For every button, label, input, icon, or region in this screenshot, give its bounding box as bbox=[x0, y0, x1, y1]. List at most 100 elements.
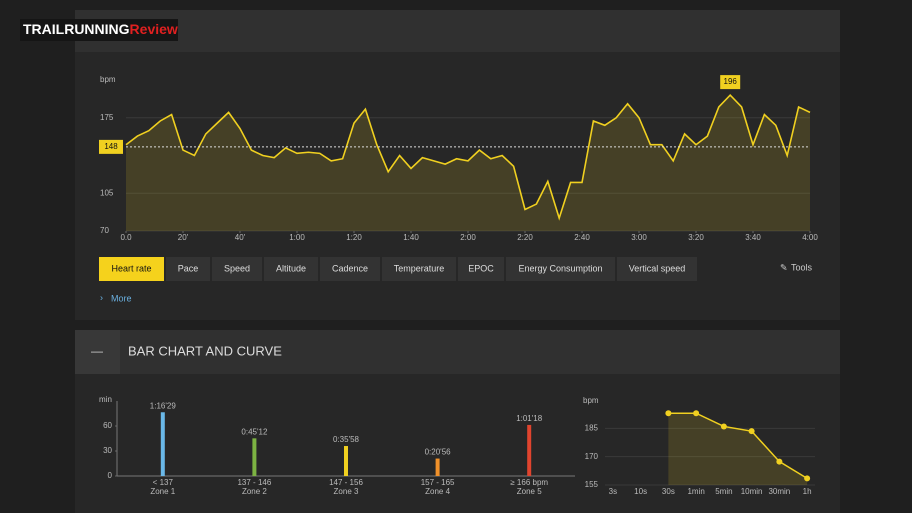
average-tag bbox=[99, 139, 123, 154]
bottom-panel bbox=[75, 374, 840, 513]
zone-label: Zone 4 bbox=[425, 487, 450, 496]
more-link[interactable]: More bbox=[111, 293, 132, 303]
average-label: 148 bbox=[104, 142, 118, 151]
y-tick-label: 175 bbox=[100, 113, 114, 122]
point bbox=[720, 423, 727, 430]
tab[interactable] bbox=[166, 257, 210, 281]
x-tick-label: 0.0 bbox=[120, 233, 132, 242]
x-tick-label: 3:00 bbox=[631, 233, 647, 242]
x-tick-label: 157 - 165 bbox=[421, 478, 455, 487]
logo-accent: Review bbox=[130, 21, 178, 37]
x-tick-label: 3s bbox=[609, 487, 617, 496]
tab-label[interactable]: Pace bbox=[178, 263, 199, 273]
x-tick-label: 2:20 bbox=[517, 233, 533, 242]
x-tick-label: 20' bbox=[178, 233, 189, 242]
x-tick-label: 147 - 156 bbox=[329, 478, 363, 487]
tab[interactable] bbox=[264, 257, 318, 281]
max-label: 196 bbox=[724, 77, 738, 86]
zone-label: Zone 1 bbox=[150, 487, 175, 496]
y-tick-label: 105 bbox=[100, 188, 114, 197]
line bbox=[668, 412, 808, 480]
x-tick-label: ≥ 166 bpm bbox=[510, 478, 548, 487]
section-header bbox=[75, 330, 840, 374]
value-label: 1:16'29 bbox=[150, 401, 177, 410]
bar bbox=[527, 424, 532, 476]
tab[interactable] bbox=[506, 257, 615, 281]
x-tick-label: 2:40 bbox=[574, 233, 590, 242]
tab-label[interactable]: Heart rate bbox=[111, 263, 151, 273]
tab[interactable] bbox=[382, 257, 456, 281]
y-tick-label: 155 bbox=[585, 480, 599, 489]
x-tick-label: 2:00 bbox=[460, 233, 476, 242]
x-tick-label: 10s bbox=[634, 487, 647, 496]
logo-bg bbox=[20, 19, 178, 41]
tab[interactable] bbox=[458, 257, 504, 281]
point bbox=[748, 428, 755, 435]
tab[interactable] bbox=[320, 257, 380, 281]
bar bbox=[435, 458, 440, 476]
top-bar bbox=[75, 10, 840, 52]
x-tick-label: 1min bbox=[687, 487, 704, 496]
tab-label[interactable]: Speed bbox=[224, 263, 250, 273]
x-tick-label: 1:00 bbox=[289, 233, 305, 242]
point bbox=[776, 458, 783, 465]
y-axis-label: min bbox=[99, 395, 112, 404]
y-tick-label: 0 bbox=[108, 471, 113, 480]
x-tick-label: 5min bbox=[715, 487, 732, 496]
area bbox=[668, 413, 808, 485]
value-label: 0:20'56 bbox=[425, 448, 452, 457]
tab-label[interactable]: EPOC bbox=[468, 263, 494, 273]
tools-icon: ✎ bbox=[780, 262, 788, 272]
bar bbox=[344, 446, 348, 476]
x-tick-label: 1:20 bbox=[346, 233, 362, 242]
logo-brand: TRAILRUNNING bbox=[23, 21, 130, 37]
point bbox=[665, 410, 672, 417]
tab-label[interactable]: Altitude bbox=[276, 263, 306, 273]
zone-label: Zone 3 bbox=[334, 487, 359, 496]
max-tag bbox=[720, 75, 741, 90]
x-tick-label: 137 - 146 bbox=[237, 478, 271, 487]
area bbox=[126, 95, 810, 231]
x-tick-label: < 137 bbox=[153, 478, 174, 487]
section-title: BAR CHART AND CURVE bbox=[128, 343, 282, 358]
y-tick-label: 170 bbox=[585, 452, 599, 461]
toggle-icon[interactable]: — bbox=[91, 344, 103, 358]
value-label: 0:45'12 bbox=[241, 427, 268, 436]
x-tick-label: 30s bbox=[662, 487, 675, 496]
y-tick-label: 185 bbox=[585, 423, 599, 432]
bar bbox=[160, 412, 165, 476]
tab-label[interactable]: Vertical speed bbox=[629, 263, 686, 273]
x-tick-label: 3:40 bbox=[745, 233, 761, 242]
x-tick-label: 10min bbox=[741, 487, 763, 496]
tab[interactable] bbox=[617, 257, 697, 281]
x-tick-label: 40' bbox=[235, 233, 246, 242]
tab-label[interactable]: Cadence bbox=[332, 263, 368, 273]
toggle-button[interactable] bbox=[75, 330, 120, 374]
tab-label[interactable]: Temperature bbox=[394, 263, 445, 273]
bar bbox=[252, 438, 257, 476]
value-label: 1:01'18 bbox=[516, 414, 543, 423]
y-tick-label: 60 bbox=[103, 421, 112, 430]
point bbox=[804, 475, 811, 482]
y-tick-label: 30 bbox=[103, 446, 112, 455]
tools-button[interactable]: Tools bbox=[791, 262, 813, 272]
tab[interactable] bbox=[99, 257, 164, 281]
y-axis-label: bpm bbox=[100, 75, 116, 84]
value-label: 0:35'58 bbox=[333, 435, 360, 444]
x-tick-label: 1:40 bbox=[403, 233, 419, 242]
line bbox=[125, 93, 811, 221]
y-tick-label: 70 bbox=[100, 226, 109, 235]
x-tick-label: 1h bbox=[803, 487, 812, 496]
zone-label: Zone 2 bbox=[242, 487, 267, 496]
tab[interactable] bbox=[212, 257, 262, 281]
zone-label: Zone 5 bbox=[517, 487, 542, 496]
x-tick-label: 4:00 bbox=[802, 233, 818, 242]
x-tick-label: 3:20 bbox=[688, 233, 704, 242]
y-axis-label: bpm bbox=[583, 396, 599, 405]
tab-label[interactable]: Energy Consumption bbox=[518, 263, 602, 273]
more-icon: › bbox=[100, 292, 103, 302]
x-tick-label: 30min bbox=[768, 487, 790, 496]
logo: TRAILRUNNINGReview bbox=[23, 21, 178, 37]
